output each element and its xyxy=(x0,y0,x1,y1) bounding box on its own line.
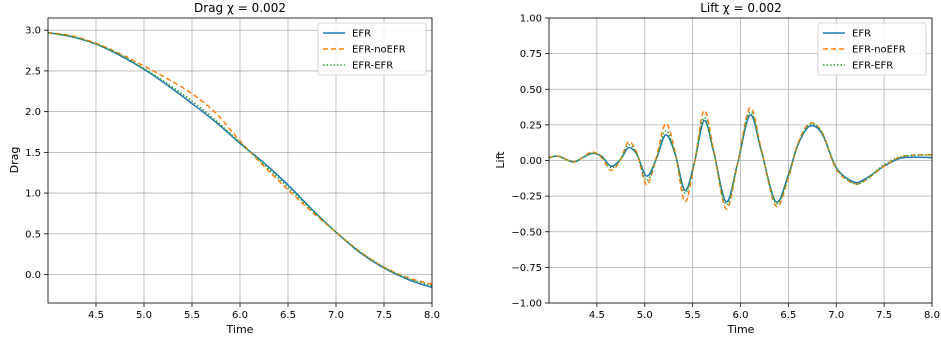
drag-xtick-label: 5.5 xyxy=(184,310,200,321)
lift-xtick-label: 6.0 xyxy=(733,310,749,321)
lift-ticks: 4.5 5.0 5.5 6.0 6.5 7.0 7.5 8.0 −1.00 −0.75 −0.50 −… xyxy=(511,14,940,322)
lift-xlabel: Time xyxy=(727,323,755,336)
drag-legend-label: EFR-EFR xyxy=(352,61,393,72)
lift-ytick-label: 0.00 xyxy=(520,156,542,167)
drag-ytick-label: 0.5 xyxy=(25,229,41,240)
drag-xtick-label: 7.0 xyxy=(328,310,344,321)
drag-ytick-label: 3.0 xyxy=(25,26,41,37)
drag-xtick-label: 7.5 xyxy=(376,310,392,321)
lift-chart-title: Lift χ = 0.002 xyxy=(700,1,782,15)
lift-ytick-label: 0.25 xyxy=(520,120,542,131)
lift-ytick-label: −0.50 xyxy=(511,227,542,238)
drag-ylabel: Drag xyxy=(8,147,21,174)
drag-xtick-label: 5.0 xyxy=(136,310,152,321)
drag-series xyxy=(47,31,433,289)
lift-ytick-label: 1.00 xyxy=(520,14,542,25)
drag-legend-label: EFR xyxy=(352,29,371,40)
lift-series xyxy=(548,107,933,210)
lift-xtick-label: 8.0 xyxy=(924,310,940,321)
drag-ytick-label: 2.0 xyxy=(25,107,41,118)
lift-series-efr-efr xyxy=(548,111,933,206)
drag-ytick-label: 2.5 xyxy=(25,66,41,77)
drag-chart-title: Drag χ = 0.002 xyxy=(194,1,286,15)
drag-ytick-label: 0.0 xyxy=(25,270,41,281)
lift-xtick-label: 7.5 xyxy=(876,310,892,321)
lift-xtick-label: 5.5 xyxy=(685,310,701,321)
drag-xtick-label: 8.0 xyxy=(424,310,440,321)
lift-chart: Lift χ = 0.002 4.5 5.0 5.5 6.0 6.5 7.0 7.5 8.0 −… xyxy=(494,1,940,336)
lift-xtick-label: 4.5 xyxy=(589,310,605,321)
lift-ytick-label: −0.25 xyxy=(511,192,542,203)
lift-legend-label: EFR xyxy=(852,29,871,40)
drag-chart: Drag χ = 0.002 4.5 5.0 5.5 6.0 6.5 7.0 7.5 8.0 0… xyxy=(8,1,440,336)
lift-xtick-label: 7.0 xyxy=(828,310,844,321)
drag-ticks: 4.5 5.0 5.5 6.0 6.5 7.0 7.5 8.0 0.0 0.5 1.0 1.5 2.0 2… xyxy=(25,26,440,321)
drag-legend-label: EFR-noEFR xyxy=(352,45,406,56)
drag-ytick-label: 1.0 xyxy=(25,189,41,200)
lift-ytick-label: 0.75 xyxy=(520,49,542,60)
drag-xtick-label: 6.5 xyxy=(280,310,296,321)
drag-xlabel: Time xyxy=(226,323,254,336)
lift-xtick-label: 5.0 xyxy=(637,310,653,321)
lift-legend: EFR EFR-noEFR EFR-EFR xyxy=(817,22,927,76)
drag-ytick-label: 1.5 xyxy=(25,148,41,159)
lift-legend-label: EFR-noEFR xyxy=(852,45,906,56)
drag-legend: EFR EFR-noEFR EFR-EFR xyxy=(317,22,427,76)
lift-ytick-label: −0.75 xyxy=(511,263,542,274)
lift-ytick-label: −1.00 xyxy=(511,299,542,310)
drag-series-efr-efr xyxy=(47,31,433,287)
lift-legend-box xyxy=(817,22,927,76)
drag-xtick-label: 6.0 xyxy=(232,310,248,321)
drag-legend-box xyxy=(317,22,427,76)
drag-xtick-label: 4.5 xyxy=(88,310,104,321)
lift-xtick-label: 6.5 xyxy=(780,310,796,321)
lift-ytick-label: 0.50 xyxy=(520,85,542,96)
lift-legend-label: EFR-EFR xyxy=(852,61,893,72)
lift-ylabel: Lift xyxy=(494,151,507,169)
